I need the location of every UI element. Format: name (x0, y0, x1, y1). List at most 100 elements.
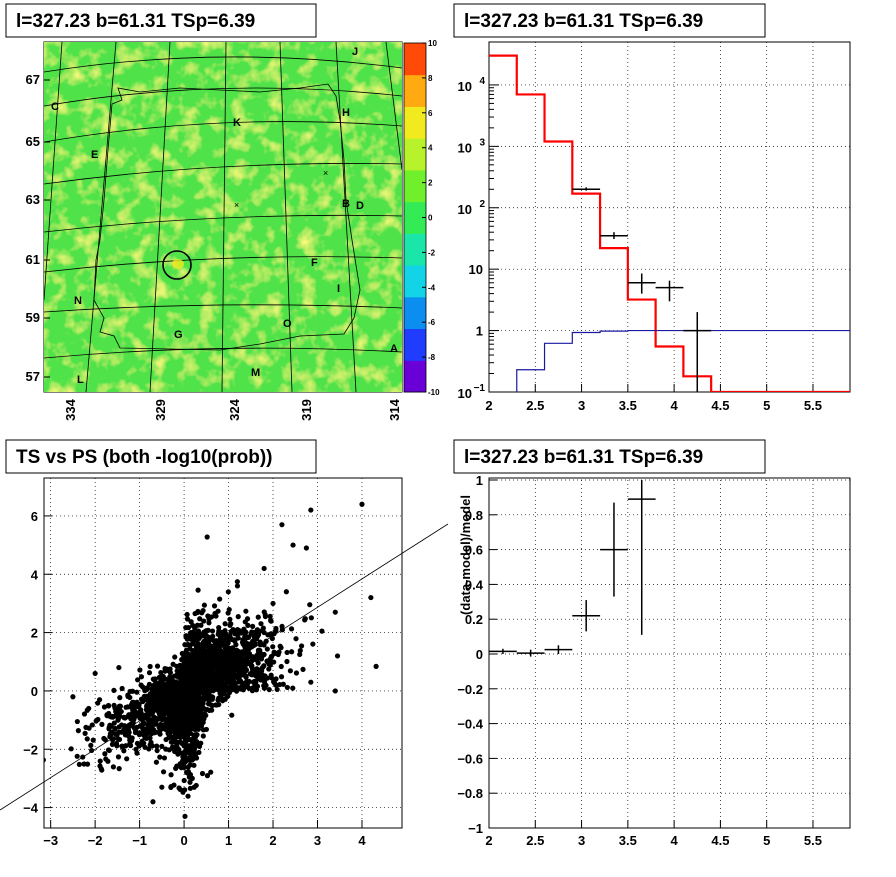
spectrum-xtick-label: 3 (578, 398, 585, 413)
scatter-point (249, 658, 255, 664)
map-ytick-label: 65 (26, 134, 40, 149)
scatter-point (99, 721, 105, 727)
scatter-point (192, 734, 199, 740)
scatter-point (159, 743, 165, 749)
scatter-point (187, 716, 193, 722)
scatter-point (153, 692, 159, 698)
scatter-point (173, 715, 180, 721)
scatter-point (181, 777, 187, 784)
scatter-point (68, 746, 74, 752)
colorbar-swatch (404, 74, 426, 107)
scatter-point (112, 725, 118, 732)
scatter-point (108, 723, 114, 729)
scatter-point (189, 668, 195, 674)
scatter-point (193, 782, 199, 789)
scatter-point (209, 651, 216, 657)
spectrum-ytick-label: 10 (469, 262, 483, 277)
scatter-outlier (308, 679, 314, 685)
scatter-point (90, 737, 96, 743)
map-ytick-label: 67 (26, 72, 40, 87)
map-xtick-label: 329 (153, 399, 168, 421)
scatter-point (121, 748, 127, 754)
scatter-point (131, 707, 138, 714)
region-label: E (91, 149, 98, 161)
scatter-outlier (150, 799, 156, 805)
scatter-point (163, 720, 169, 727)
scatter-point (257, 647, 263, 654)
scatter-point (223, 686, 229, 692)
scatter-point (139, 741, 145, 747)
spectrum-ytick-label: 1 (476, 324, 483, 339)
scatter-point (220, 674, 226, 681)
scatter-point (187, 642, 194, 648)
residual-xtick-label: 2 (485, 833, 492, 848)
scatter-point (127, 742, 134, 749)
colorbar-tick-label: -4 (428, 283, 436, 292)
scatter-point (199, 700, 205, 707)
scatter-point (157, 727, 163, 733)
scatter-point (154, 747, 160, 754)
scatter-outlier (70, 694, 76, 700)
scatter-point (240, 660, 246, 666)
scatter-point (251, 629, 257, 636)
scatter-point (138, 674, 145, 680)
scatter-point (192, 751, 199, 757)
scatter-point (154, 743, 160, 749)
region-label: O (283, 318, 292, 330)
scatter-outlier (332, 609, 338, 615)
scatter-point (257, 642, 263, 648)
scatter-point (263, 638, 269, 644)
scatter-point (204, 639, 210, 645)
scatter-point (119, 685, 125, 692)
scatter-point (198, 622, 204, 628)
scatter-xtick-label: 2 (269, 833, 276, 848)
scatter-point (192, 652, 198, 658)
scatter-point (144, 685, 150, 691)
map-xtick-label: 314 (387, 398, 402, 420)
region-label: I (337, 283, 340, 295)
scatter-point (144, 725, 150, 731)
scatter-point (264, 646, 270, 652)
scatter-point (184, 654, 190, 661)
scatter-point (175, 751, 181, 757)
scatter-point (188, 726, 194, 732)
scatter-point (219, 652, 226, 658)
scatter-point (232, 631, 238, 637)
scatter-point (174, 668, 180, 674)
region-label: G (174, 329, 183, 341)
region-label: F (311, 257, 318, 269)
scatter-point (249, 688, 255, 694)
scatter-cloud (44, 501, 379, 819)
scatter-point (228, 663, 234, 669)
scatter-point (188, 629, 194, 636)
scatter-point (190, 622, 196, 629)
spectrum-xtick-label: 5.5 (804, 398, 822, 413)
title-bl: TS vs PS (both -log10(prob)) (16, 447, 273, 468)
scatter-point (176, 763, 183, 769)
scatter-point (119, 743, 125, 749)
scatter-point (225, 651, 231, 657)
scatter-point (195, 631, 201, 638)
scatter-point (109, 741, 116, 747)
title-br: l=327.23 b=61.31 TSp=6.39 (464, 447, 703, 468)
scatter-point (173, 710, 180, 716)
spectrum-xtick-label: 4.5 (711, 398, 729, 413)
scatter-point (203, 628, 209, 634)
scatter-point (250, 623, 256, 629)
scatter-point (161, 699, 167, 705)
scatter-point (140, 684, 146, 690)
colorbar-tick-label: 0 (428, 214, 433, 223)
scatter-outlier (279, 522, 285, 528)
title-tr: l=327.23 b=61.31 TSp=6.39 (464, 11, 703, 32)
residual-xtick-label: 4 (671, 833, 679, 848)
colorbar-swatch (404, 43, 426, 76)
scatter-point (180, 703, 186, 709)
residual-ytick-label: 0.8 (465, 508, 483, 523)
scatter-point (156, 716, 163, 722)
map-ytick-label: 59 (26, 310, 40, 325)
title-tl: l=327.23 b=61.31 TSp=6.39 (16, 11, 255, 32)
scatter-point (74, 753, 80, 759)
region-label: N (74, 295, 82, 307)
scatter-point (198, 709, 204, 715)
scatter-point (308, 615, 314, 621)
